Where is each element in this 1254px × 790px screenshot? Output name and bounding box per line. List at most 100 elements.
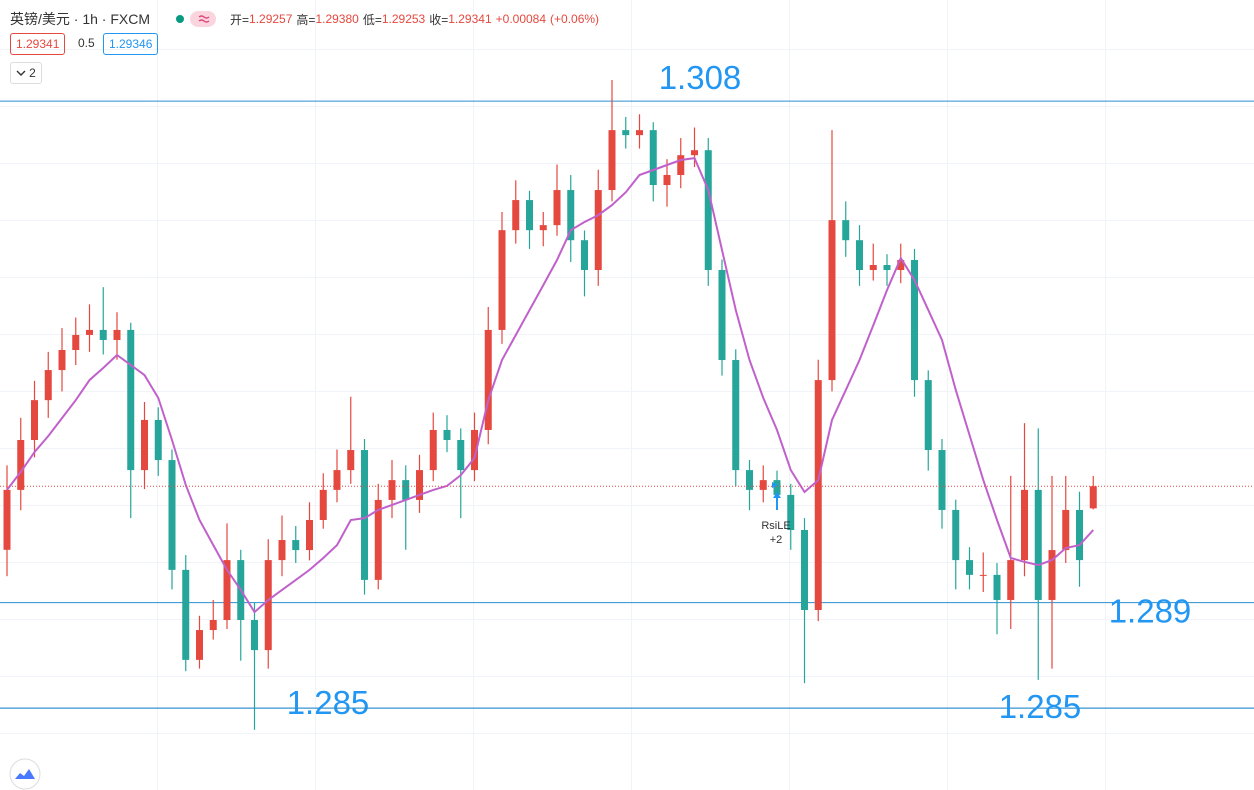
candle-body xyxy=(732,360,740,471)
candle-body xyxy=(966,560,973,575)
high-label: 高= xyxy=(296,12,316,27)
change: +0.00084 xyxy=(495,12,547,26)
candle-body xyxy=(842,220,850,241)
market-badge[interactable] xyxy=(190,11,217,27)
collapse-button[interactable]: 2 xyxy=(10,62,42,84)
candle-body xyxy=(347,450,355,471)
candle-body xyxy=(209,620,217,631)
status-dot xyxy=(176,15,185,23)
candle-body xyxy=(306,519,313,551)
signal-label: RsiLE xyxy=(761,520,790,532)
candle-body xyxy=(1062,509,1070,551)
candle-body xyxy=(1034,489,1042,600)
symbol: 英镑/美元 · 1h · FXCM xyxy=(10,11,151,27)
candle-body xyxy=(622,130,630,136)
candle-body xyxy=(746,470,753,490)
candle-body xyxy=(471,429,478,471)
legend-header: 英镑/美元 · 1h · FXCM 开= 1.29257 高= 1.29380 低=… xyxy=(10,9,599,29)
candle-body xyxy=(801,530,808,610)
close-label: 收= xyxy=(429,12,449,27)
candle-body xyxy=(938,450,946,510)
candle-body xyxy=(3,489,11,550)
candle-body xyxy=(17,440,25,490)
candle-body xyxy=(223,560,231,621)
candle-body xyxy=(911,259,918,381)
bid-button[interactable]: 1.29341 xyxy=(10,33,66,55)
candle-body xyxy=(44,370,52,401)
candle-body xyxy=(1007,560,1015,600)
candle-body xyxy=(361,450,368,580)
candle-body xyxy=(856,240,863,271)
signal-count: +2 xyxy=(770,534,783,546)
candle-body xyxy=(773,480,781,495)
change-pct: (+0.06%) xyxy=(550,12,600,26)
candle-body xyxy=(1076,509,1083,561)
candle-body xyxy=(168,460,176,570)
level-label: 1.308 xyxy=(659,59,742,96)
candle-body xyxy=(1021,489,1028,561)
candle-body xyxy=(457,440,465,471)
candle-body xyxy=(416,470,423,500)
candle-body xyxy=(402,480,410,500)
candle-body xyxy=(649,130,657,186)
open-label: 开= xyxy=(230,12,250,27)
candle-body xyxy=(553,190,561,226)
logo[interactable] xyxy=(8,757,42,790)
candle-body xyxy=(883,265,891,271)
low: 1.29253 xyxy=(381,12,426,26)
level-label: 1.289 xyxy=(1109,592,1192,629)
candle-body xyxy=(691,150,698,156)
high: 1.29380 xyxy=(315,12,359,26)
moving-average xyxy=(6,157,1095,614)
candle-body xyxy=(677,155,685,175)
wave-icon xyxy=(198,15,210,23)
collapse-count: 2 xyxy=(29,66,36,80)
level-label: 1.285 xyxy=(287,684,370,721)
candle-body xyxy=(759,480,767,490)
candle-body xyxy=(484,329,492,430)
candle-body xyxy=(636,130,643,136)
candle-body xyxy=(251,620,258,651)
candle-body xyxy=(979,574,987,576)
candle-body xyxy=(594,190,602,271)
signal-flag xyxy=(772,482,778,488)
ask-button[interactable]: 1.29346 xyxy=(103,33,159,55)
candle-body xyxy=(814,380,822,610)
candle-body xyxy=(182,569,190,660)
candle-body xyxy=(141,419,148,471)
candle-body xyxy=(526,200,533,231)
candle-body xyxy=(581,240,588,271)
candle-body xyxy=(498,230,506,330)
candle-body xyxy=(278,540,286,561)
candle-body xyxy=(388,480,396,500)
candle-body xyxy=(608,130,616,191)
candle-body xyxy=(924,380,932,451)
candle-body xyxy=(86,329,93,335)
candle-body xyxy=(196,630,203,660)
candle-body xyxy=(993,574,1001,600)
candle-body xyxy=(1089,486,1097,509)
candle-body xyxy=(31,400,38,441)
candle-body xyxy=(512,200,520,231)
candle-body xyxy=(99,329,107,340)
candle-body xyxy=(333,470,341,490)
candle-body xyxy=(897,259,905,271)
candle-body xyxy=(1048,550,1056,600)
candle-body xyxy=(787,494,795,531)
candle-body xyxy=(154,419,162,461)
level-label: 1.285 xyxy=(999,688,1082,725)
candle-body xyxy=(952,509,960,561)
chevron xyxy=(16,70,26,76)
candle-body xyxy=(374,499,382,580)
candle-body xyxy=(718,270,726,361)
candle-body xyxy=(539,225,547,231)
spread: 0.5 xyxy=(78,36,95,50)
candle-body xyxy=(72,334,80,350)
open: 1.29257 xyxy=(249,12,293,26)
signal-arrow xyxy=(773,492,781,510)
candle-body xyxy=(567,190,575,241)
candle-body xyxy=(704,150,712,271)
candle-body xyxy=(429,429,437,471)
